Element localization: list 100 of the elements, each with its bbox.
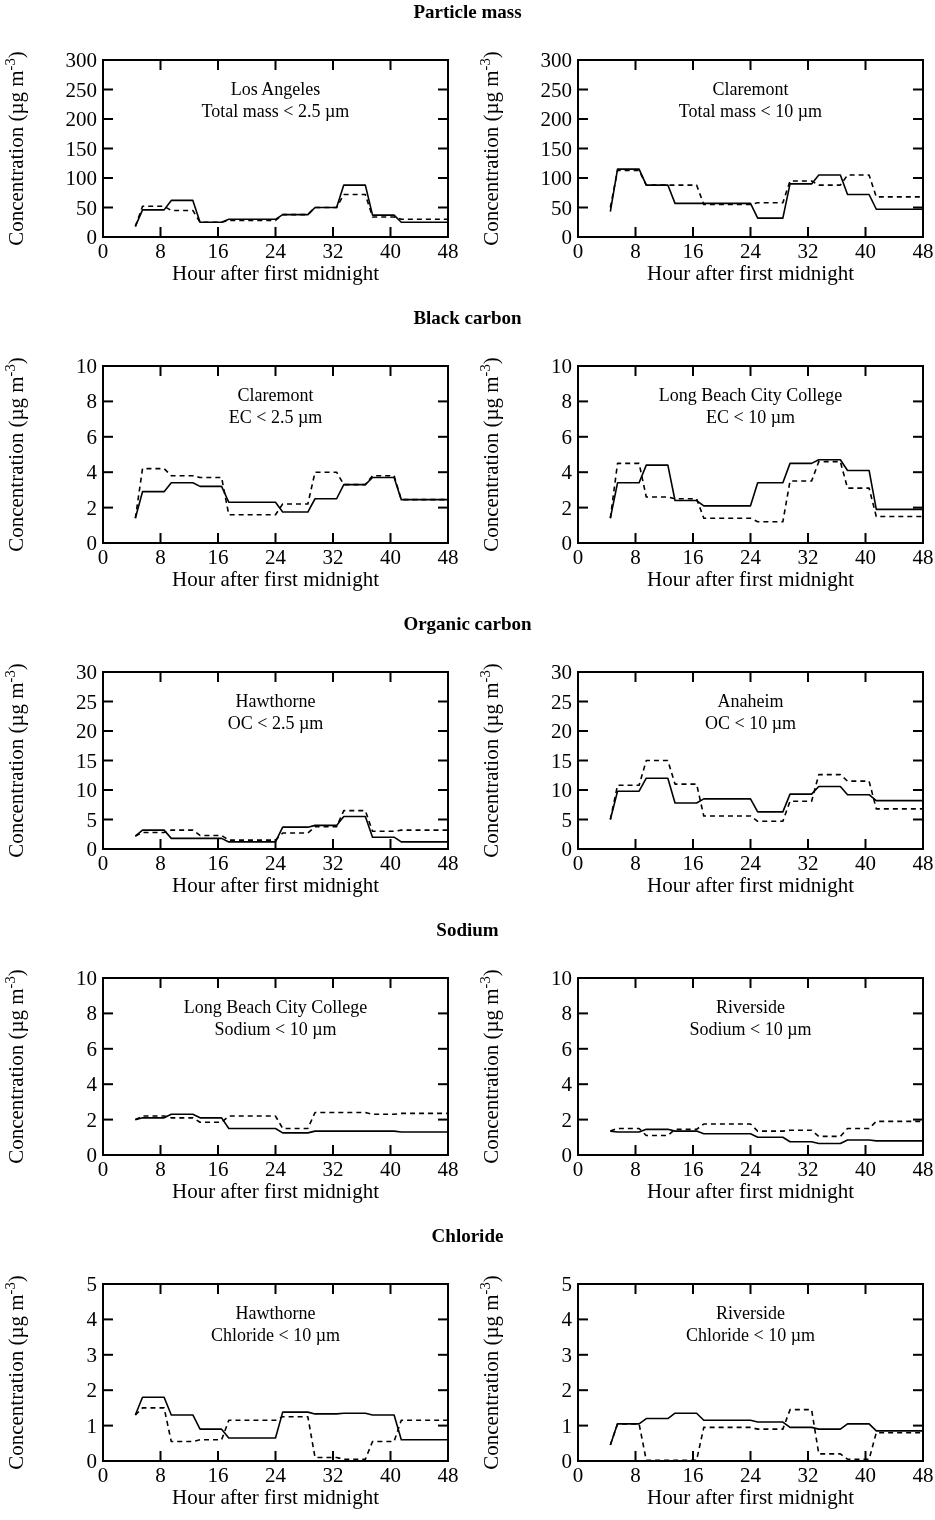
x-tick-label: 40 (855, 545, 876, 569)
chart-title: Sodium (436, 919, 499, 940)
y-tick-label: 200 (65, 107, 97, 131)
x-tick-label: 32 (797, 1463, 819, 1487)
x-axis-title: Hour after first midnight (171, 261, 380, 285)
x-tick-label: 24 (740, 239, 762, 263)
x-tick-label: 32 (322, 545, 344, 569)
x-tick-label: 8 (630, 1157, 641, 1181)
x-tick-label: 24 (265, 851, 287, 875)
y-tick-label: 10 (551, 778, 572, 802)
x-axis-title: Hour after first midnight (171, 873, 380, 897)
x-tick-label: 16 (207, 1463, 229, 1487)
x-tick-label: 40 (380, 239, 401, 263)
y-tick-label: 2 (86, 1378, 97, 1403)
x-tick-label: 8 (155, 545, 166, 569)
y-tick-label: 2 (561, 495, 572, 520)
y-tick-label: 6 (86, 1036, 97, 1061)
x-tick-label: 40 (380, 1157, 401, 1181)
y-tick-label: 300 (540, 48, 572, 72)
y-tick-label: 30 (76, 660, 97, 684)
y-tick-label: 5 (86, 1272, 97, 1296)
annotation: Claremont (712, 79, 789, 99)
annotation: Claremont (237, 385, 314, 405)
annotation: Sodium < 10 µm (214, 1019, 337, 1039)
y-tick-label: 8 (561, 389, 572, 414)
x-tick-label: 16 (207, 239, 229, 263)
y-tick-label: 10 (76, 778, 97, 802)
y-tick-label: 4 (561, 1072, 573, 1097)
x-axis-title: Hour after first midnight (646, 261, 855, 285)
annotation: Total mass < 10 µm (678, 101, 823, 121)
x-tick-label: 40 (855, 239, 876, 263)
y-tick-label: 20 (551, 719, 572, 743)
x-axis-title: Hour after first midnight (646, 873, 855, 897)
x-tick-label: 40 (855, 1157, 876, 1181)
y-tick-label: 100 (540, 166, 572, 190)
y-tick-label: 50 (76, 195, 97, 220)
annotation: Long Beach City College (183, 997, 368, 1017)
x-tick-label: 48 (437, 1463, 459, 1487)
y-tick-label: 5 (561, 807, 572, 832)
x-tick-label: 48 (437, 1157, 459, 1181)
y-tick-label: 2 (86, 1107, 97, 1132)
y-tick-label: 4 (86, 460, 98, 485)
y-tick-label: 4 (86, 1307, 98, 1332)
y-tick-label: 3 (86, 1342, 97, 1367)
x-tick-label: 48 (437, 545, 459, 569)
x-tick-label: 16 (682, 851, 704, 875)
y-tick-label: 2 (561, 1378, 572, 1403)
y-tick-label: 15 (76, 748, 97, 773)
annotation: Long Beach City College (658, 385, 843, 405)
x-tick-label: 32 (322, 239, 344, 263)
y-tick-label: 3 (561, 1342, 572, 1367)
annotation: Chloride < 10 µm (210, 1325, 341, 1345)
x-tick-label: 32 (322, 1157, 344, 1181)
y-tick-label: 2 (561, 1107, 572, 1132)
y-tick-label: 4 (561, 460, 573, 485)
y-tick-label: 8 (86, 389, 97, 414)
x-tick-label: 32 (797, 1157, 819, 1181)
x-tick-label: 24 (740, 545, 762, 569)
y-tick-label: 8 (86, 1001, 97, 1026)
x-tick-label: 16 (682, 239, 704, 263)
y-tick-label: 4 (561, 1307, 573, 1332)
x-tick-label: 16 (682, 545, 704, 569)
x-tick-label: 32 (322, 1463, 344, 1487)
x-tick-label: 16 (207, 545, 229, 569)
y-tick-label: 8 (561, 1001, 572, 1026)
x-tick-label: 24 (265, 1157, 287, 1181)
x-tick-label: 16 (682, 1463, 704, 1487)
x-tick-label: 16 (682, 1157, 704, 1181)
x-tick-label: 40 (380, 545, 401, 569)
x-tick-label: 48 (912, 545, 934, 569)
y-tick-label: 1 (561, 1413, 572, 1438)
annotation: Sodium < 10 µm (689, 1019, 812, 1039)
x-tick-label: 32 (797, 239, 819, 263)
x-axis-title: Hour after first midnight (171, 567, 380, 591)
x-tick-label: 24 (740, 1157, 762, 1181)
y-tick-label: 5 (561, 1272, 572, 1296)
annotation: Los Angeles (230, 79, 321, 99)
y-tick-label: 20 (76, 719, 97, 743)
x-tick-label: 48 (437, 851, 459, 875)
y-tick-label: 100 (65, 166, 97, 190)
y-tick-label: 50 (551, 195, 572, 220)
x-tick-label: 8 (155, 1463, 166, 1487)
annotation: Chloride < 10 µm (685, 1325, 816, 1345)
y-tick-label: 6 (561, 1036, 572, 1061)
x-tick-label: 8 (155, 1157, 166, 1181)
x-tick-label: 16 (207, 1157, 229, 1181)
y-tick-label: 10 (551, 354, 572, 378)
y-tick-label: 4 (86, 1072, 98, 1097)
x-tick-label: 8 (155, 851, 166, 875)
x-tick-label: 48 (437, 239, 459, 263)
annotation: Riverside (716, 997, 785, 1017)
y-tick-label: 150 (65, 136, 97, 161)
x-tick-label: 40 (855, 1463, 876, 1487)
x-tick-label: 32 (322, 851, 344, 875)
y-tick-label: 30 (551, 660, 572, 684)
y-tick-label: 6 (561, 424, 572, 449)
chart-title: Black carbon (413, 307, 523, 328)
y-tick-label: 25 (551, 689, 572, 714)
x-axis-title: Hour after first midnight (171, 1485, 380, 1509)
x-tick-label: 40 (855, 851, 876, 875)
